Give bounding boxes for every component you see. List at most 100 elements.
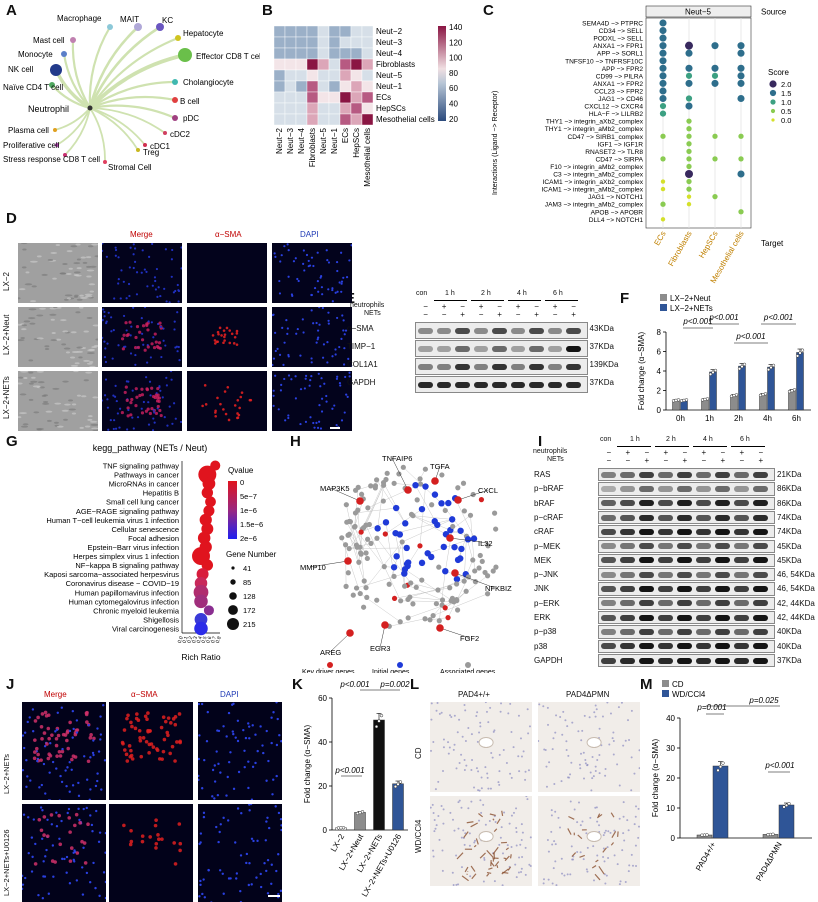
d-image-2-0: [18, 371, 98, 431]
d-nucleus: [133, 243, 135, 245]
d-bright-speck: [77, 395, 81, 397]
l-col-1: PAD4ΔPMN: [566, 690, 609, 699]
panelI-band: [639, 515, 654, 521]
heat-cell: [318, 26, 329, 37]
d-dapi-nucleus: [341, 419, 343, 421]
panelI-band: [620, 543, 635, 549]
panelI-band: [715, 600, 730, 606]
d-nucleus: [102, 319, 104, 321]
d-bright-speck: [62, 263, 67, 265]
c-dot: [737, 80, 744, 87]
panelE-band: [548, 328, 563, 334]
l-nucleus: [433, 812, 435, 814]
d-dapi-nucleus: [306, 254, 308, 256]
j-nucleus: [266, 730, 268, 732]
j-asma: [154, 846, 158, 850]
panelI-band: [753, 643, 768, 649]
l-nucleus: [453, 884, 455, 886]
pval-2: p<0.001: [735, 332, 765, 341]
panelI-band: [715, 629, 730, 635]
d-nucleus: [174, 321, 176, 323]
l-nucleus: [584, 715, 586, 717]
j-nucleus: [199, 884, 201, 886]
panelI-band: [753, 472, 768, 478]
h-node-assoc: [405, 597, 410, 602]
y-tick-label-1: 2: [657, 387, 662, 396]
panelE-blot-row-1: [415, 340, 588, 357]
heat-cell: [307, 114, 318, 125]
d-nucleus: [115, 255, 117, 257]
panelI-band: [696, 543, 711, 549]
d-asma-signal: [250, 399, 253, 402]
j-nucleus: [49, 742, 51, 744]
j-nucleus: [211, 795, 213, 797]
panelI-band: [620, 629, 635, 635]
l-stain: [471, 866, 475, 872]
panelI-band: [715, 586, 730, 592]
d-bright-speck: [23, 423, 29, 425]
j-nucleus: [26, 775, 28, 777]
g-size-dot-0: [231, 566, 234, 569]
l-nucleus: [619, 818, 621, 820]
h-node-assoc: [450, 524, 455, 529]
j-nucleus: [245, 737, 247, 739]
d-dapi-nucleus: [305, 375, 307, 377]
j-nucleus: [96, 780, 98, 782]
panelI-band: [658, 658, 673, 664]
d-image-0-0: [18, 243, 98, 303]
j-nucleus: [56, 729, 58, 731]
h-node-init: [412, 482, 418, 488]
l-nucleus: [469, 845, 471, 847]
panelI-band: [696, 600, 711, 606]
d-asma-signal: [216, 340, 219, 343]
panelE-band: [566, 364, 581, 370]
h-key-gene-dot-9: [381, 621, 389, 629]
d-nucleus: [113, 428, 115, 430]
h-node-key: [417, 543, 422, 548]
l-nucleus: [553, 783, 555, 785]
j-nucleus: [48, 893, 50, 895]
d-dapi-nucleus: [321, 293, 323, 295]
panelE-time-2: 2 h: [481, 290, 491, 297]
d-bright-speck: [83, 360, 90, 362]
c-dot: [660, 103, 666, 109]
l-stain: [506, 848, 509, 850]
col-label-0: Neut−2: [275, 127, 284, 154]
j-asma: [75, 851, 79, 855]
heat-cell: [296, 81, 307, 92]
pval-0: p<0.001: [682, 317, 712, 326]
j-col-2: DAPI: [220, 690, 239, 699]
j-nucleus: [95, 810, 97, 812]
l-stain: [611, 842, 613, 845]
j-nucleus: [27, 721, 29, 723]
h-node-assoc: [472, 568, 477, 573]
l-nucleus: [493, 731, 495, 733]
pathway-18: Viral carcinogenesis: [112, 624, 179, 633]
d-nucleus: [152, 417, 154, 419]
h-node-assoc: [344, 502, 349, 507]
d-bright-speck: [18, 377, 23, 379]
d-nucleus: [130, 247, 132, 249]
score-legend-value-4: 0.0: [781, 116, 791, 125]
l-nucleus: [457, 801, 459, 803]
j-nucleus: [31, 856, 33, 858]
d-nucleus: [176, 346, 178, 348]
h-node-assoc: [492, 511, 497, 516]
l-nucleus: [437, 702, 439, 704]
l-nucleus: [441, 712, 443, 714]
j-nucleus: [55, 811, 57, 813]
panelE-cond-neut: neutrophils: [350, 302, 384, 309]
d-asma-signal: [223, 336, 226, 339]
d-asma-merge: [135, 396, 138, 399]
d-nucleus: [141, 272, 143, 274]
d-nucleus: [112, 357, 114, 359]
d-dapi-nucleus: [299, 355, 301, 357]
panelI-band: [601, 472, 616, 478]
panelI-band: [620, 515, 635, 521]
h-node-assoc: [443, 508, 448, 513]
l-nucleus: [569, 773, 571, 775]
l-nucleus: [525, 847, 527, 849]
j-nucleus: [213, 797, 215, 799]
data-point: [685, 398, 688, 401]
d-asma-merge: [146, 328, 149, 331]
